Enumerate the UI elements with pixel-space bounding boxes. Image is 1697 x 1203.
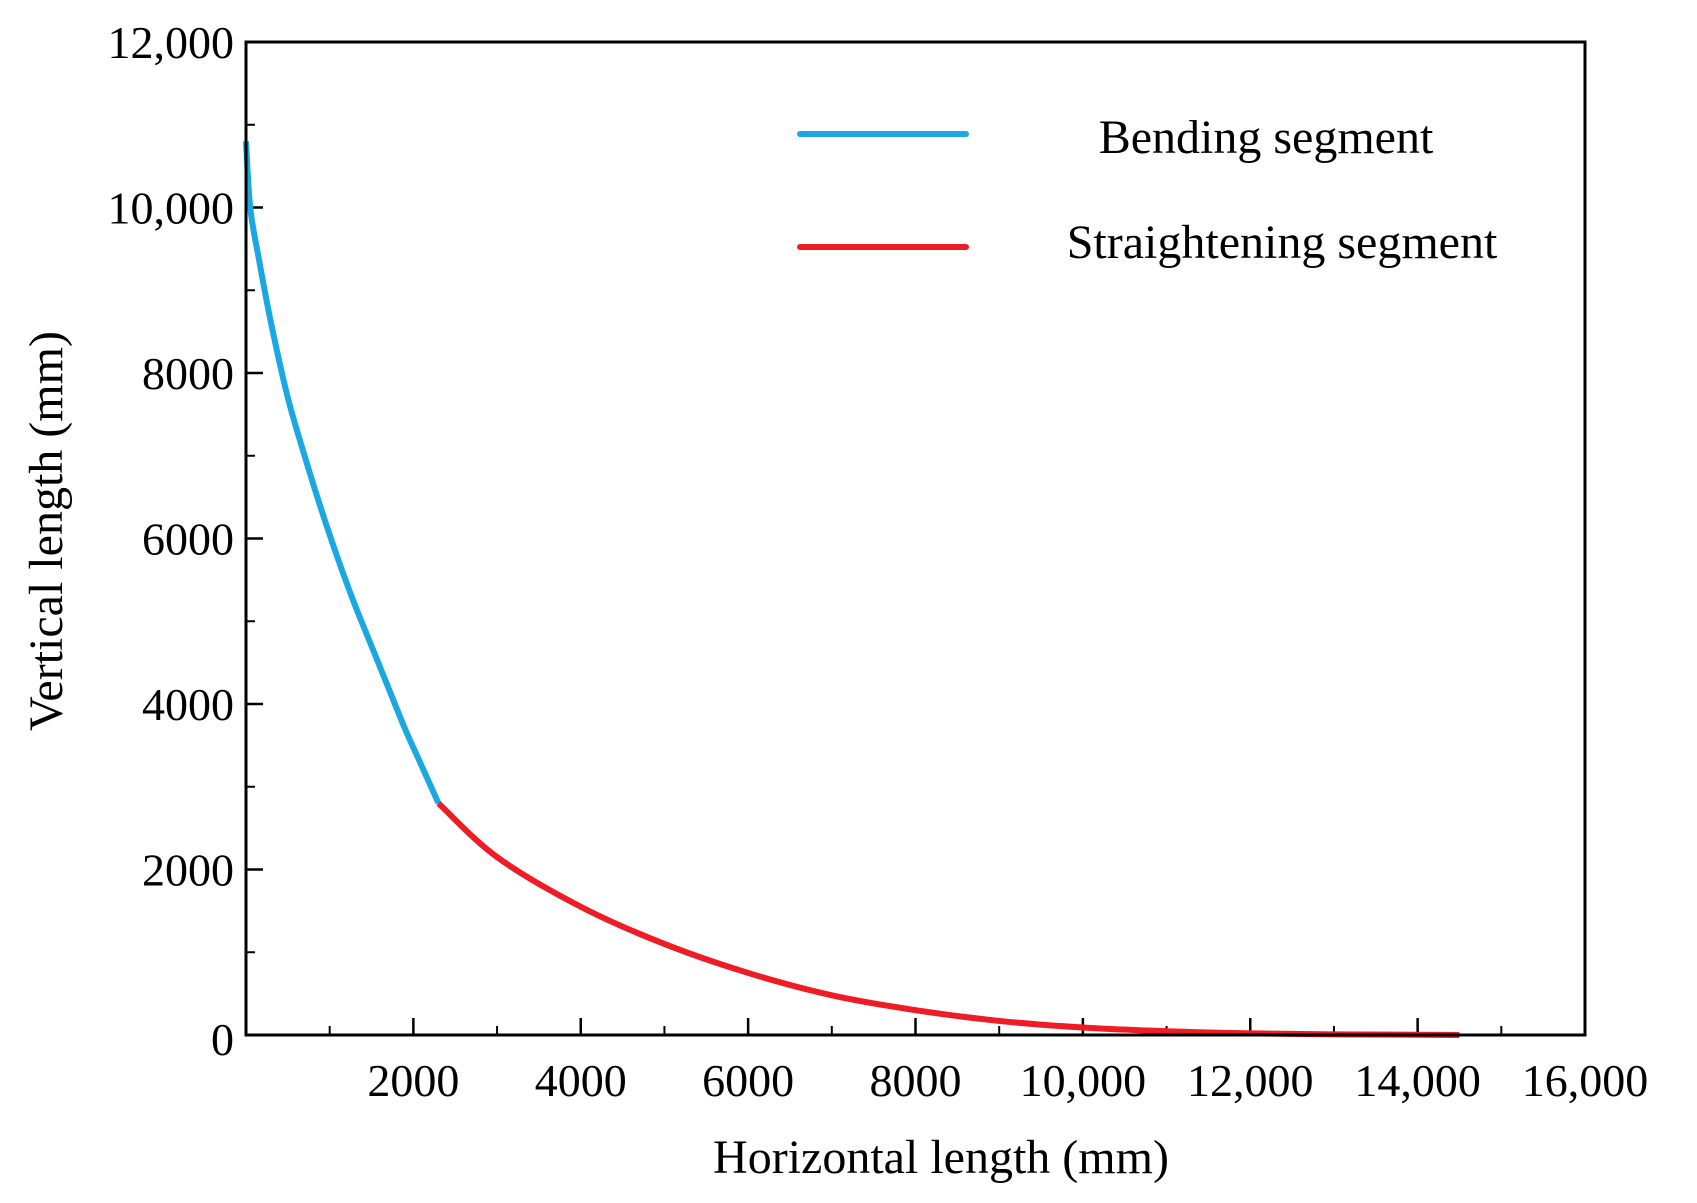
x-tick-label: 16,000 (1522, 1055, 1649, 1106)
series-layer (243, 141, 1460, 1038)
x-tick-label: 14,000 (1354, 1055, 1481, 1106)
x-tick-label: 10,000 (1020, 1055, 1147, 1106)
y-tick-label: 12,000 (108, 17, 235, 68)
major-ticks (244, 40, 1587, 1037)
y-tick-label: 10,000 (108, 183, 235, 234)
x-tick-label: 4000 (535, 1055, 627, 1106)
x-tick-label: 2000 (367, 1055, 459, 1106)
x-axis-title: Horizontal length (mm) (713, 1131, 1169, 1184)
y-tick-label: 4000 (142, 679, 234, 730)
x-tick-label: 8000 (870, 1055, 962, 1106)
x-tick-label: 6000 (702, 1055, 794, 1106)
legend-label-bending: Bending segment (1099, 111, 1434, 164)
y-tick-label: 8000 (142, 348, 234, 399)
y-tick-label: 0 (211, 1014, 234, 1065)
y-tick-labels: 0 2000 4000 6000 8000 10,000 12,000 (108, 17, 235, 1065)
y-axis-title: Vertical length (mm) (20, 331, 73, 731)
plot-frame (244, 40, 1587, 1037)
x-tick-label: 12,000 (1187, 1055, 1314, 1106)
y-tick-label: 2000 (142, 845, 234, 896)
x-tick-labels: 2000 4000 6000 8000 10,000 12,000 14,000 16,000 (367, 1055, 1648, 1106)
bending-segment-line (243, 141, 442, 805)
legend: Bending segment Straightening segment (797, 111, 1498, 269)
legend-label-straightening: Straightening segment (1067, 216, 1498, 269)
straightening-segment-line (436, 801, 1460, 1038)
y-tick-label: 6000 (142, 514, 234, 565)
